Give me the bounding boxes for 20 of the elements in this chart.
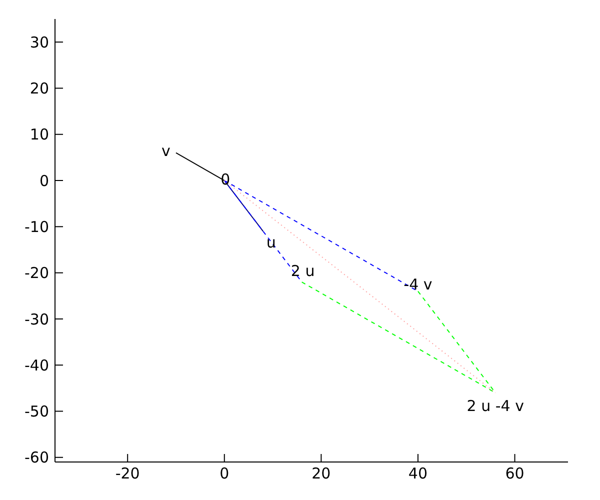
x-tick-label: 40 (408, 464, 428, 483)
x-tick-label: -20 (115, 464, 140, 483)
x-tick-label: 60 (505, 464, 524, 483)
annotation: -4 v (404, 275, 432, 294)
annotation: 2 u (290, 262, 315, 280)
y-tick-label: 0 (39, 172, 49, 190)
y-tick-label: -10 (24, 218, 49, 236)
y-tick-label: -30 (24, 310, 49, 328)
x-tick-label: 0 (220, 464, 230, 483)
y-tick-label: 20 (30, 80, 49, 98)
y-tick-label: 30 (30, 33, 49, 52)
y-tick-label: -40 (24, 356, 49, 374)
annotation: 2 u -4 v (466, 396, 524, 415)
y-tick-label: -60 (24, 448, 49, 467)
annotation: v (162, 142, 171, 160)
annotation: u (266, 233, 276, 252)
y-tick-label: -20 (24, 264, 49, 282)
y-tick-label: 10 (30, 126, 49, 144)
x-tick-label: 20 (312, 464, 331, 483)
y-tick-label: -50 (24, 402, 49, 421)
